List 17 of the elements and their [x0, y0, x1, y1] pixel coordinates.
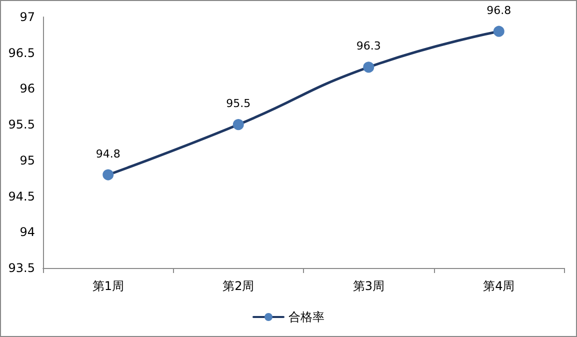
y-tick-label: 95	[20, 153, 35, 168]
x-tick-label: 第2周	[222, 279, 254, 293]
y-tick-label: 96	[20, 82, 35, 96]
y-tick-label: 97	[20, 10, 35, 24]
data-label: 96.8	[486, 4, 512, 17]
data-label: 96.3	[356, 40, 381, 53]
x-tick-label: 第3周	[352, 279, 384, 293]
y-tick-label: 95.5	[8, 118, 35, 132]
y-tick-label: 94	[20, 225, 35, 240]
data-label: 94.8	[96, 147, 120, 160]
x-tick-label: 第1周	[92, 279, 124, 293]
y-tick-label: 93.5	[8, 261, 35, 275]
x-tick-label: 第4周	[483, 279, 515, 293]
y-tick-label: 96.5	[8, 46, 35, 60]
data-label: 95.5	[226, 97, 251, 110]
legend-label: 合格率	[288, 310, 324, 324]
y-tick-label: 94.5	[8, 189, 35, 204]
